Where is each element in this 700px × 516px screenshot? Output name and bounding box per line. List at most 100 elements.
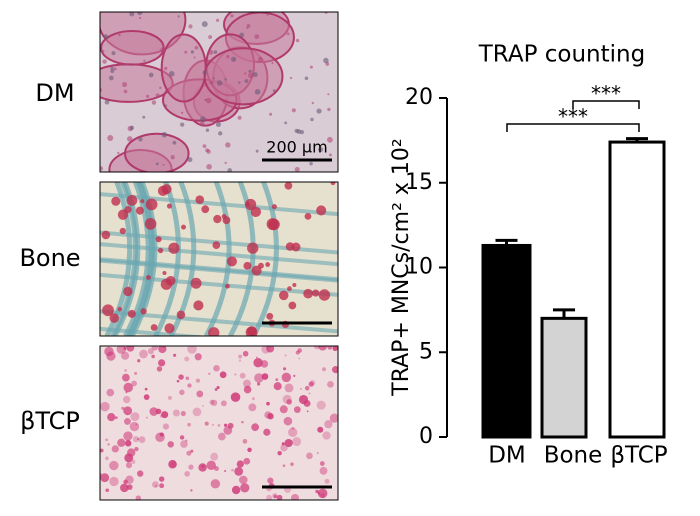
texture (255, 356, 258, 359)
texture (286, 399, 292, 405)
texture (124, 132, 190, 172)
texture (102, 59, 107, 64)
texture (181, 224, 187, 230)
texture (196, 390, 204, 398)
texture (204, 421, 209, 426)
texture (215, 121, 222, 128)
texture (284, 182, 293, 190)
texture (105, 488, 109, 493)
texture (145, 198, 158, 211)
texture (328, 153, 332, 157)
texture (208, 49, 214, 55)
texture (147, 348, 154, 355)
texture (205, 148, 209, 153)
texture (184, 50, 188, 54)
texture (248, 69, 252, 73)
texture (306, 452, 313, 460)
texture (180, 440, 188, 448)
texture (159, 86, 162, 90)
texture (216, 18, 220, 22)
texture (142, 115, 146, 119)
texture (304, 212, 312, 220)
texture (125, 462, 133, 469)
texture (284, 354, 287, 357)
texture (239, 32, 245, 38)
texture (104, 99, 110, 105)
texture (284, 121, 288, 125)
y-tick-label: 20 (405, 85, 433, 110)
texture (238, 359, 242, 362)
texture (206, 163, 212, 170)
texture (161, 184, 172, 195)
texture (123, 346, 127, 350)
texture (127, 309, 136, 318)
texture (271, 204, 277, 210)
texture (100, 272, 338, 297)
texture (117, 306, 123, 312)
texture (203, 47, 284, 106)
texture (218, 131, 223, 136)
texture (281, 442, 285, 446)
texture (234, 373, 237, 376)
texture (165, 276, 176, 286)
texture (286, 32, 290, 36)
y-tick-label: 15 (405, 170, 433, 195)
texture (186, 450, 192, 456)
texture (192, 407, 202, 417)
texture (162, 164, 165, 167)
texture (120, 483, 129, 493)
texture (224, 161, 227, 165)
texture (230, 392, 241, 402)
texture (316, 452, 319, 454)
texture (250, 206, 262, 218)
texture (135, 206, 144, 215)
texture (130, 412, 140, 422)
texture (263, 428, 271, 436)
significance-label: *** (558, 105, 588, 129)
texture (100, 448, 104, 453)
texture (154, 484, 158, 487)
texture (205, 97, 212, 104)
texture (129, 12, 135, 17)
texture (251, 397, 255, 401)
texture (151, 346, 159, 351)
bar (481, 243, 532, 439)
texture (158, 359, 166, 367)
texture (136, 438, 139, 441)
texture (162, 423, 170, 430)
texture (101, 230, 111, 240)
texture (124, 440, 132, 447)
texture (238, 81, 241, 84)
texture (161, 131, 168, 138)
texture (282, 464, 286, 468)
texture (187, 346, 197, 354)
texture (243, 457, 251, 465)
texture (135, 495, 142, 500)
texture (177, 15, 180, 18)
texture (295, 38, 300, 43)
texture (119, 227, 126, 235)
texture (187, 383, 192, 388)
texture (149, 407, 159, 416)
texture (180, 122, 185, 127)
texture (225, 283, 230, 289)
texture (123, 479, 128, 485)
texture (255, 149, 259, 153)
texture (327, 107, 331, 112)
texture (300, 388, 302, 390)
texture (291, 426, 295, 430)
texture (292, 283, 297, 288)
texture (187, 422, 191, 427)
panel-label: DM (35, 79, 74, 107)
texture (126, 136, 133, 142)
texture (137, 470, 144, 477)
texture (145, 275, 151, 280)
texture (158, 346, 167, 354)
texture (118, 33, 121, 37)
texture (148, 72, 154, 78)
texture (281, 372, 292, 383)
significance-bracket (572, 100, 640, 109)
texture (247, 242, 259, 254)
texture (208, 372, 211, 375)
texture (304, 76, 309, 81)
